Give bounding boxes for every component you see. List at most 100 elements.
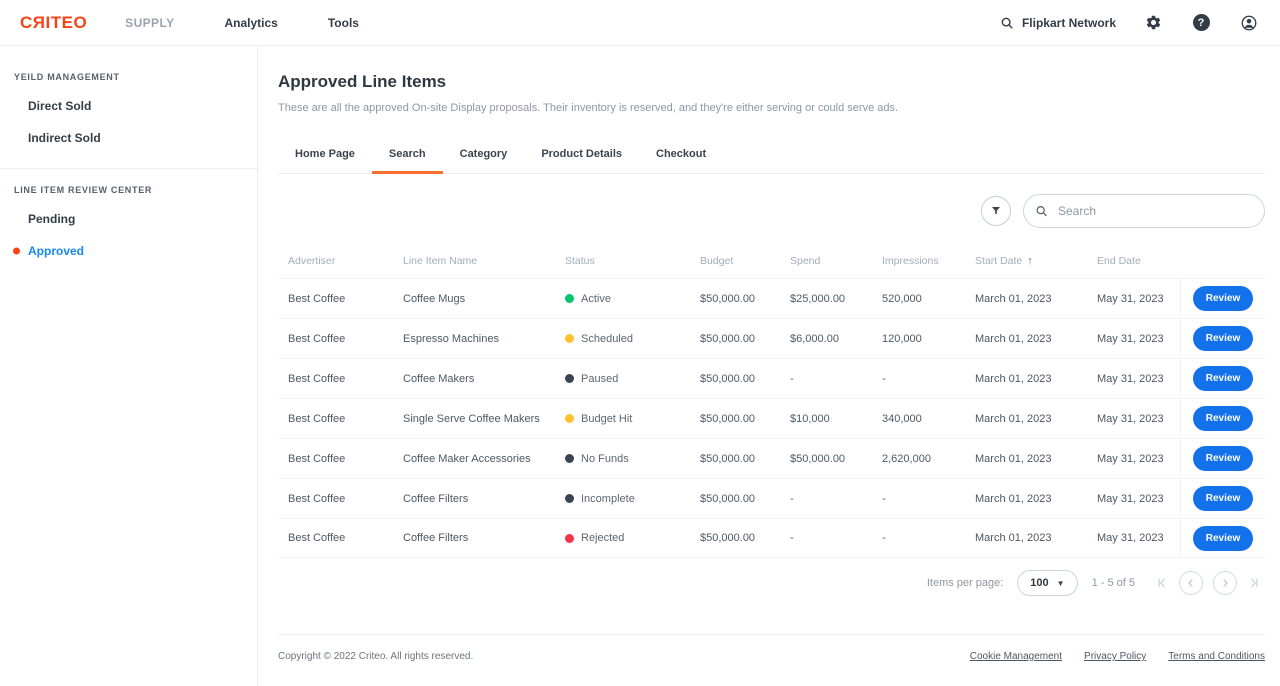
sidebar-item[interactable]: Approved — [0, 235, 257, 267]
column-header[interactable]: End Date ↑ — [1087, 255, 1180, 267]
cell-end-date: May 31, 2023 — [1097, 412, 1164, 425]
cell-actions: Review — [1180, 519, 1265, 557]
main-content: Approved Line Items These are all the ap… — [258, 46, 1280, 686]
help-button[interactable]: ? — [1190, 12, 1212, 34]
cell-advertiser: Best Coffee — [288, 332, 346, 345]
cell-actions: Review — [1180, 279, 1265, 318]
review-button[interactable]: Review — [1192, 486, 1254, 511]
nav-item[interactable]: SUPPLY — [125, 15, 175, 30]
status-label: No Funds — [581, 452, 629, 465]
review-button[interactable]: Review — [1192, 326, 1254, 351]
review-button[interactable]: Review — [1192, 406, 1254, 431]
cell-budget: $50,000.00 — [700, 332, 756, 345]
cell-end-date: May 31, 2023 — [1097, 452, 1164, 465]
tab[interactable]: Search — [371, 138, 443, 174]
cell-status: Budget Hit — [555, 413, 690, 425]
column-header[interactable]: Spend ↑ — [780, 255, 872, 267]
cell-line-item-name: Coffee Maker Accessories — [403, 452, 531, 465]
first-page-button[interactable] — [1155, 576, 1169, 590]
column-header[interactable]: Line Item Name ↑ — [393, 255, 555, 267]
cell-impressions: - — [882, 532, 886, 544]
cell-spend: $10,000 — [790, 412, 830, 425]
review-button[interactable]: Review — [1192, 366, 1254, 391]
footer-link[interactable]: Cookie Management — [969, 651, 1063, 662]
items-per-page-select[interactable]: 100 ▼ — [1017, 570, 1078, 596]
cell-actions: Review — [1180, 439, 1265, 478]
sidebar-item-label: Approved — [28, 244, 85, 258]
tab[interactable]: Product Details — [541, 148, 622, 160]
cell-start-date: March 01, 2023 — [975, 412, 1052, 425]
status-label: Scheduled — [581, 332, 633, 345]
review-button[interactable]: Review — [1192, 286, 1254, 311]
cell-start-date: March 01, 2023 — [975, 532, 1052, 544]
settings-button[interactable] — [1142, 12, 1164, 34]
last-page-button[interactable] — [1247, 576, 1261, 590]
cell-start-date: March 01, 2023 — [975, 452, 1052, 465]
line-items-table: Advertiser ↑ Line Item Name ↑ Status ↑ — [278, 244, 1265, 558]
cell-line-item-name: Coffee Filters — [403, 492, 469, 505]
table-row: Best Coffee Espresso Machines Scheduled … — [278, 318, 1265, 358]
network-search-label: Flipkart Network — [1021, 15, 1116, 30]
sidebar-item-label: Pending — [28, 212, 76, 226]
table-toolbar — [278, 194, 1265, 228]
column-header[interactable]: Start Date ↑ — [965, 255, 1087, 267]
column-header[interactable]: Advertiser ↑ — [278, 255, 393, 267]
account-button[interactable] — [1238, 12, 1260, 34]
footer-link[interactable]: Terms and Conditions — [1168, 651, 1265, 662]
sort-ascending-icon[interactable]: ↑ — [1027, 255, 1033, 267]
search-icon — [1035, 205, 1048, 218]
gear-icon — [1145, 14, 1162, 31]
pagination-range: 1 - 5 of 5 — [1091, 577, 1135, 589]
cell-actions: Review — [1180, 399, 1265, 438]
column-header-label: Line Item Name — [403, 255, 478, 267]
sidebar-section-title: LINE ITEM REVIEW CENTER — [14, 185, 153, 195]
column-header[interactable]: Status ↑ — [555, 255, 690, 267]
review-button[interactable]: Review — [1192, 525, 1254, 551]
cell-spend: - — [790, 532, 794, 544]
next-page-button[interactable] — [1213, 571, 1237, 595]
review-button[interactable]: Review — [1192, 446, 1254, 471]
tab[interactable]: Home Page — [295, 148, 355, 160]
sidebar-item[interactable]: Pending — [0, 203, 257, 235]
cell-impressions: - — [882, 492, 886, 505]
footer-links: Cookie Management Privacy Policy Terms a… — [970, 651, 1265, 662]
tab[interactable]: Checkout — [656, 148, 707, 160]
pagination-bar: Items per page: 100 ▼ 1 - 5 of 5 — [278, 558, 1265, 608]
cell-advertiser: Best Coffee — [288, 452, 346, 465]
search-icon — [1000, 16, 1014, 30]
table-row: Best Coffee Coffee Makers Paused $50,000… — [278, 358, 1265, 398]
sidebar-section-line-item-review-center: LINE ITEM REVIEW CENTER Pending Approved — [0, 169, 257, 267]
criteo-logo[interactable]: CЯITEO — [20, 12, 88, 32]
sidebar-divider — [0, 168, 257, 169]
sidebar-item[interactable]: Direct Sold — [0, 90, 257, 122]
column-header[interactable]: Budget ↑ — [690, 255, 780, 267]
cell-spend: - — [790, 372, 794, 385]
funnel-icon — [990, 205, 1002, 217]
cell-advertiser: Best Coffee — [288, 372, 346, 385]
nav-item[interactable]: Analytics — [224, 15, 278, 30]
filter-button[interactable] — [981, 196, 1011, 226]
column-header[interactable]: Impressions ↑ — [872, 255, 965, 267]
cell-actions: Review — [1180, 319, 1265, 358]
sidebar-item[interactable]: Indirect Sold — [0, 122, 257, 154]
network-search-button[interactable]: Flipkart Network — [1000, 16, 1116, 30]
previous-page-button[interactable] — [1179, 571, 1203, 595]
column-header-label: Budget — [700, 255, 734, 267]
footer-link[interactable]: Privacy Policy — [1084, 651, 1147, 662]
table-row: Best Coffee Coffee Filters Incomplete $5… — [278, 478, 1265, 518]
status-label: Incomplete — [581, 492, 635, 505]
search-input[interactable] — [1023, 194, 1265, 228]
cell-status: Scheduled — [555, 333, 690, 345]
cell-end-date: May 31, 2023 — [1097, 372, 1164, 385]
cell-start-date: March 01, 2023 — [975, 492, 1052, 505]
cell-impressions: 520,000 — [882, 292, 922, 305]
status-dot-icon — [565, 414, 574, 423]
column-header-label: End Date — [1097, 255, 1141, 267]
tab[interactable]: Category — [459, 148, 508, 160]
page-subtitle: These are all the approved On-site Displ… — [278, 102, 899, 114]
cell-advertiser: Best Coffee — [288, 492, 346, 505]
nav-item[interactable]: Tools — [327, 15, 359, 30]
cell-impressions: 340,000 — [882, 412, 922, 425]
cell-status: No Funds — [555, 453, 690, 465]
